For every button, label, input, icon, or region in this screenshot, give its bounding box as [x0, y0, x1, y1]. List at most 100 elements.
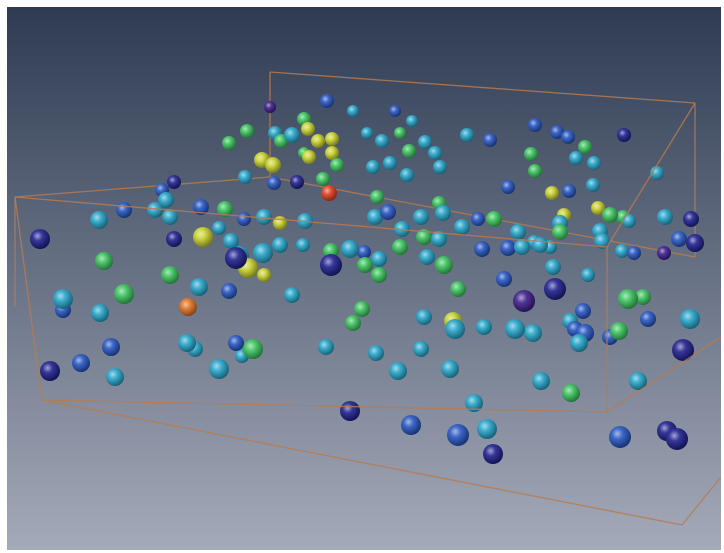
sphere-cyan-46	[586, 178, 600, 192]
sphere-green-17	[402, 144, 416, 158]
sphere-purple-179	[513, 290, 535, 312]
sphere-yellow-32	[325, 146, 339, 160]
sphere-green-33	[330, 158, 344, 172]
sphere-green-113	[371, 267, 387, 283]
sphere-green-146	[610, 322, 628, 340]
sphere-blue-7	[320, 94, 334, 108]
sphere-cyan-29	[587, 156, 601, 170]
sphere-green-27	[524, 147, 538, 161]
sphere-cyan-141	[91, 304, 109, 322]
bounding-box-front	[14, 102, 721, 526]
sphere-green-138	[161, 266, 179, 284]
sphere-cyan-130	[318, 339, 334, 355]
sphere-cyan-90	[510, 224, 526, 240]
sphere-navy-36	[290, 175, 304, 189]
sphere-green-12	[222, 136, 236, 150]
sphere-blue-35	[267, 176, 281, 190]
sphere-cyan-151	[389, 362, 407, 380]
sphere-green-114	[450, 281, 466, 297]
sphere-cyan-117	[284, 287, 300, 303]
sphere-blue-172	[401, 415, 421, 435]
sphere-cyan-72	[158, 192, 174, 208]
sphere-cyan-83	[394, 221, 410, 237]
sphere-blue-22	[528, 118, 542, 132]
sphere-cyan-81	[367, 209, 383, 225]
sphere-cyan-152	[441, 360, 459, 378]
sphere-cyan-69	[284, 127, 300, 143]
sphere-cyan-123	[416, 309, 432, 325]
bounding-box-front-edge-6	[606, 336, 721, 413]
sphere-cyan-162	[53, 289, 73, 309]
sphere-blue-120	[640, 311, 656, 327]
sphere-navy-157	[30, 229, 50, 249]
sphere-cyan-105	[371, 251, 387, 267]
sphere-blue-24	[561, 130, 575, 144]
sphere-green-122	[345, 315, 361, 331]
sphere-cyan-150	[106, 368, 124, 386]
sphere-cyan-97	[657, 209, 673, 225]
sphere-yellow-14	[311, 134, 325, 148]
sphere-cyan-107	[419, 249, 435, 265]
sphere-blue-76	[193, 199, 209, 215]
sphere-cyan-170	[209, 359, 229, 379]
particle-scene	[7, 7, 721, 550]
sphere-green-106	[392, 239, 408, 255]
sphere-green-164	[618, 289, 638, 309]
sphere-navy-171	[340, 401, 360, 421]
sphere-cyan-61	[296, 238, 310, 252]
sphere-cyan-133	[90, 211, 108, 229]
sphere-green-137	[95, 252, 113, 270]
sphere-cyan-102	[272, 237, 288, 253]
sphere-navy-25	[617, 128, 631, 142]
sphere-navy-134	[686, 234, 704, 252]
sphere-cyan-110	[514, 239, 530, 255]
sphere-green-163	[114, 284, 134, 304]
sphere-green-37	[316, 172, 330, 186]
sphere-blue-21	[483, 133, 497, 147]
sphere-cyan-160	[253, 243, 273, 263]
sphere-green-121	[354, 301, 370, 317]
render-viewport	[7, 7, 721, 550]
sphere-orange-140	[179, 298, 197, 316]
sphere-cyan-96	[594, 233, 610, 249]
sphere-cyan-41	[433, 160, 447, 174]
sphere-cyan-124	[476, 319, 492, 335]
bounding-box-back-edge-2	[14, 176, 271, 198]
bounding-box-front-edge-8	[681, 476, 721, 526]
sphere-cyan-132	[413, 341, 429, 357]
sphere-navy-183	[666, 428, 688, 450]
sphere-blue-75	[116, 202, 132, 218]
sphere-cyan-139	[190, 278, 208, 296]
sphere-blue-62	[357, 245, 371, 259]
bounding-box-front-edge-5	[41, 399, 683, 526]
sphere-cyan-78	[256, 209, 272, 225]
sphere-cyan-38	[366, 160, 380, 174]
sphere-green-119	[635, 289, 651, 305]
sphere-yellow-44	[545, 186, 559, 200]
sphere-red-80	[321, 185, 337, 201]
sphere-blue-115	[496, 271, 512, 287]
sphere-navy-180	[672, 339, 694, 361]
sphere-blue-112	[221, 283, 237, 299]
bounding-box-front-edge-4	[41, 399, 608, 413]
sphere-cyan-155	[629, 372, 647, 390]
sphere-blue-53	[471, 212, 485, 226]
sphere-cyan-84	[413, 209, 429, 225]
bounding-box-front-edge-1	[606, 102, 696, 248]
sphere-green-86	[486, 211, 502, 227]
sphere-cyan-1	[347, 105, 359, 117]
sphere-blue-181	[447, 424, 469, 446]
sphere-cyan-143	[524, 324, 542, 342]
sphere-blue-42	[501, 180, 515, 194]
sphere-cyan-39	[383, 156, 397, 170]
sphere-blue-99	[671, 231, 687, 247]
sphere-cyan-145	[570, 334, 588, 352]
sphere-green-87	[416, 229, 432, 245]
bounding-box-front-edge-3	[14, 196, 43, 401]
sphere-navy-169	[40, 361, 60, 381]
sphere-cyan-28	[569, 151, 583, 165]
sphere-green-51	[370, 190, 384, 204]
sphere-cyan-89	[454, 219, 470, 235]
sphere-yellow-50	[273, 216, 287, 230]
